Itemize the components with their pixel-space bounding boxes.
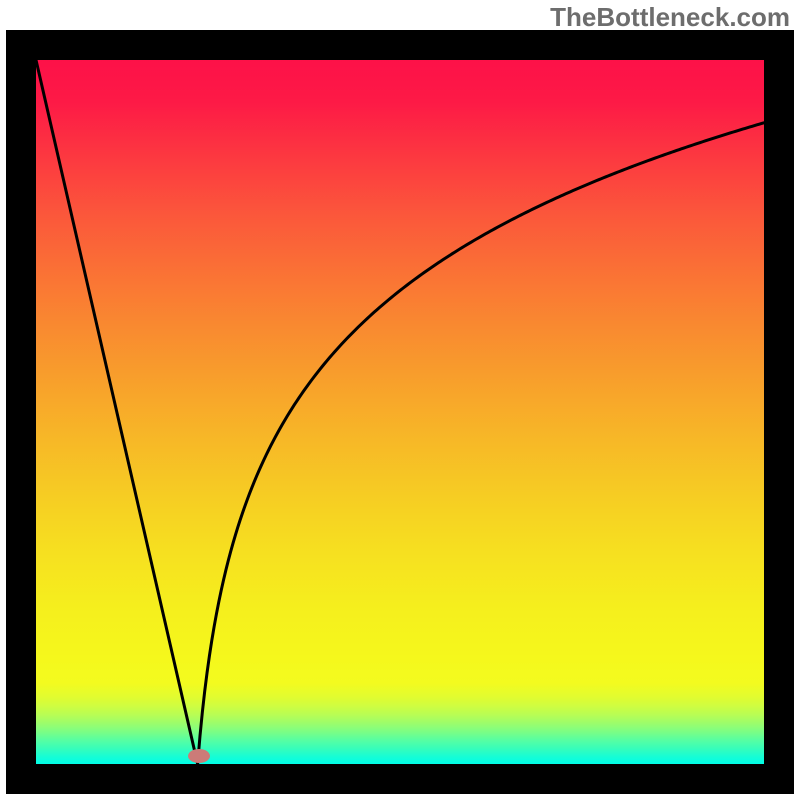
- watermark-text: TheBottleneck.com: [550, 2, 790, 33]
- plot-area: [36, 60, 764, 764]
- chart-container: TheBottleneck.com: [0, 0, 800, 800]
- optimum-marker: [188, 749, 210, 763]
- bottleneck-curve: [36, 60, 764, 764]
